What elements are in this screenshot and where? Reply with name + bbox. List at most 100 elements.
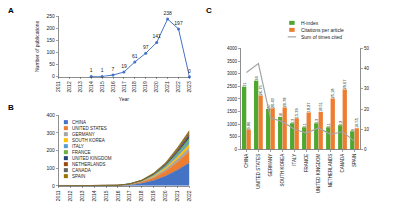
- svg-text:31: 31: [242, 82, 247, 87]
- svg-text:2018: 2018: [131, 81, 137, 92]
- svg-text:300: 300: [46, 130, 55, 136]
- svg-text:ITALY: ITALY: [292, 154, 297, 166]
- svg-text:FRANCE: FRANCE: [304, 154, 309, 173]
- svg-text:12: 12: [338, 120, 343, 125]
- svg-text:UNITED KINGDOM: UNITED KINGDOM: [316, 154, 321, 194]
- svg-text:Year: Year: [119, 96, 129, 102]
- svg-text:2019: 2019: [142, 81, 148, 92]
- svg-text:200: 200: [46, 147, 55, 153]
- svg-text:Citations per article: Citations per article: [301, 27, 344, 33]
- svg-text:9: 9: [350, 128, 355, 131]
- svg-text:9.86: 9.86: [246, 121, 251, 130]
- svg-text:100: 100: [46, 49, 55, 55]
- svg-text:ITALY: ITALY: [72, 144, 84, 149]
- svg-text:CANADA: CANADA: [340, 154, 345, 173]
- svg-text:1: 1: [90, 67, 93, 73]
- svg-text:2021: 2021: [164, 81, 170, 92]
- svg-text:7: 7: [112, 66, 115, 72]
- svg-text:0: 0: [52, 183, 55, 189]
- svg-text:61: 61: [132, 53, 138, 59]
- svg-text:SPAIN: SPAIN: [352, 154, 357, 167]
- svg-text:29.67: 29.67: [342, 79, 347, 90]
- svg-text:H-index: H-index: [301, 20, 319, 26]
- svg-text:18.51: 18.51: [318, 101, 323, 112]
- svg-text:238: 238: [163, 10, 172, 16]
- svg-text:2016: 2016: [115, 190, 121, 201]
- svg-text:GERMANY: GERMANY: [268, 154, 273, 177]
- svg-text:2021: 2021: [174, 190, 180, 201]
- svg-text:3000: 3000: [227, 71, 238, 76]
- svg-text:GERMANY: GERMANY: [72, 132, 95, 137]
- svg-text:20: 20: [266, 104, 271, 109]
- svg-text:100: 100: [46, 165, 55, 171]
- svg-text:11: 11: [302, 122, 307, 127]
- svg-text:20.78: 20.78: [282, 97, 287, 108]
- svg-text:2011: 2011: [55, 81, 61, 92]
- svg-text:19: 19: [121, 63, 127, 69]
- svg-text:400: 400: [46, 112, 55, 118]
- svg-text:0: 0: [234, 147, 237, 152]
- svg-text:B: B: [8, 103, 14, 112]
- svg-text:1: 1: [101, 67, 104, 73]
- svg-text:A: A: [8, 6, 14, 15]
- svg-text:SPAIN: SPAIN: [72, 174, 85, 179]
- svg-text:20: 20: [364, 107, 370, 112]
- svg-text:NETHERLANDS: NETHERLANDS: [72, 162, 106, 167]
- svg-text:C: C: [206, 6, 212, 15]
- svg-text:2018: 2018: [138, 190, 144, 201]
- svg-text:2011: 2011: [55, 190, 61, 201]
- svg-text:2012: 2012: [66, 81, 72, 92]
- svg-text:2015: 2015: [103, 190, 109, 201]
- svg-text:11: 11: [326, 122, 331, 127]
- svg-text:2013: 2013: [77, 81, 83, 92]
- svg-text:0: 0: [188, 68, 191, 74]
- svg-text:26.75: 26.75: [258, 85, 263, 96]
- svg-text:2023: 2023: [186, 81, 192, 92]
- svg-text:2017: 2017: [127, 190, 133, 201]
- svg-text:SOUTH KOREA: SOUTH KOREA: [72, 138, 105, 143]
- svg-text:CHINA: CHINA: [72, 120, 86, 125]
- svg-text:FRANCE: FRANCE: [72, 150, 91, 155]
- svg-text:13: 13: [290, 118, 295, 123]
- svg-text:16: 16: [278, 112, 283, 117]
- svg-text:13: 13: [314, 118, 319, 123]
- svg-text:Number of publications: Number of publications: [34, 20, 40, 72]
- svg-text:10: 10: [364, 127, 370, 132]
- svg-text:2013: 2013: [79, 190, 85, 201]
- svg-text:2500: 2500: [227, 84, 238, 89]
- svg-text:2022: 2022: [186, 190, 192, 201]
- svg-text:2020: 2020: [153, 81, 159, 92]
- svg-text:2020: 2020: [162, 190, 168, 201]
- svg-text:CANADA: CANADA: [72, 168, 91, 173]
- svg-text:1500: 1500: [227, 109, 238, 114]
- svg-text:2017: 2017: [121, 81, 127, 92]
- svg-text:250: 250: [46, 13, 55, 19]
- svg-text:50: 50: [364, 46, 370, 51]
- svg-text:150: 150: [46, 37, 55, 43]
- svg-text:UNITED STATES: UNITED STATES: [72, 126, 107, 131]
- svg-text:200: 200: [46, 25, 55, 31]
- svg-text:2019: 2019: [150, 190, 156, 201]
- svg-text:10.55: 10.55: [354, 117, 359, 128]
- svg-text:25.18: 25.18: [330, 88, 335, 99]
- svg-text:141: 141: [153, 33, 162, 39]
- svg-text:0: 0: [364, 147, 367, 152]
- svg-text:18.27: 18.27: [306, 102, 311, 113]
- svg-text:197: 197: [174, 20, 183, 26]
- svg-text:0: 0: [52, 73, 55, 79]
- svg-text:3500: 3500: [227, 59, 238, 64]
- svg-text:UNITED KINGDOM: UNITED KINGDOM: [72, 156, 112, 161]
- svg-text:Sum of times cited: Sum of times cited: [301, 34, 342, 40]
- svg-text:15.39: 15.39: [294, 108, 299, 119]
- svg-text:2014: 2014: [91, 190, 97, 201]
- svg-text:UNITED STATES: UNITED STATES: [256, 154, 261, 189]
- svg-text:SOUTH KOREA: SOUTH KOREA: [280, 154, 285, 187]
- svg-text:2016: 2016: [110, 81, 116, 92]
- svg-text:50: 50: [49, 61, 55, 67]
- svg-text:20.43: 20.43: [270, 97, 275, 108]
- svg-text:1000: 1000: [227, 122, 238, 127]
- svg-text:40: 40: [364, 66, 370, 71]
- svg-text:34: 34: [254, 76, 259, 81]
- svg-text:2014: 2014: [88, 81, 94, 92]
- svg-text:4000: 4000: [227, 46, 238, 51]
